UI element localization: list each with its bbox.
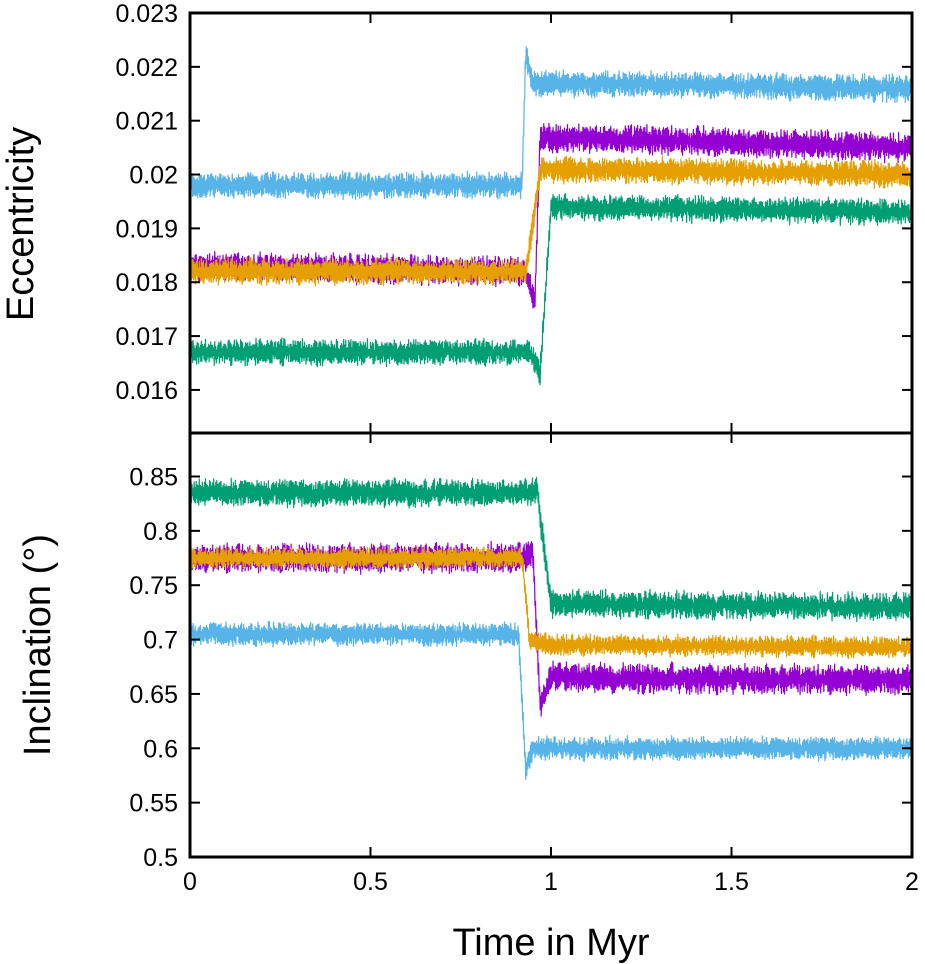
eccentricity-panel: 0.016 0.017 0.018 0.019 0.02 0.021 0.022 0.023 [115, 0, 914, 435]
inclination-y-tick-label: 0.5 [143, 844, 178, 872]
inclination-series-line-2 [190, 546, 912, 660]
inclination-axis-title: Inclination (°) [17, 534, 59, 756]
x-tick-label: 2 [905, 868, 919, 896]
eccentricity-y-tick-label: 0.019 [115, 215, 178, 243]
x-tick-label: 1.5 [714, 868, 749, 896]
inclination-series-line-3 [190, 620, 912, 780]
x-tick-label: 0.5 [353, 868, 388, 896]
eccentricity-y-tick-label: 0.021 [115, 108, 178, 136]
inclination-y-tick-label: 0.55 [129, 790, 178, 818]
eccentricity-y-tick-label: 0.018 [115, 269, 178, 297]
eccentricity-series-line-0 [190, 46, 912, 201]
eccentricity-series-line-2 [190, 155, 912, 287]
inclination-y-tick-label: 0.6 [143, 735, 178, 763]
inclination-y-tick-label: 0.85 [129, 463, 178, 491]
x-axis-title: Time in Myr [452, 922, 649, 964]
inclination-series-line-0 [190, 476, 912, 622]
eccentricity-y-tick-label: 0.023 [115, 0, 178, 28]
x-tick-label: 1 [544, 868, 558, 896]
eccentricity-y-tick-label: 0.016 [115, 377, 178, 405]
inclination-y-tick-label: 0.65 [129, 681, 178, 709]
inclination-panel: 0.50.550.60.650.70.750.80.850 0.5 1 1.5 2 [129, 431, 919, 896]
x-tick-label: 0 [183, 868, 197, 896]
eccentricity-series-line-3 [190, 192, 912, 386]
eccentricity-series-group [190, 46, 912, 386]
inclination-y-tick-label: 0.7 [143, 627, 178, 655]
inclination-series-group [190, 476, 912, 780]
inclination-y-tick-label: 0.8 [143, 518, 178, 546]
inclination-y-tick-label: 0.75 [129, 572, 178, 600]
eccentricity-y-tick-label: 0.02 [129, 162, 178, 190]
eccentricity-y-tick-label: 0.022 [115, 54, 178, 82]
eccentricity-y-tick-label: 0.017 [115, 323, 178, 351]
eccentricity-axis-title: Eccentricity [0, 127, 42, 321]
